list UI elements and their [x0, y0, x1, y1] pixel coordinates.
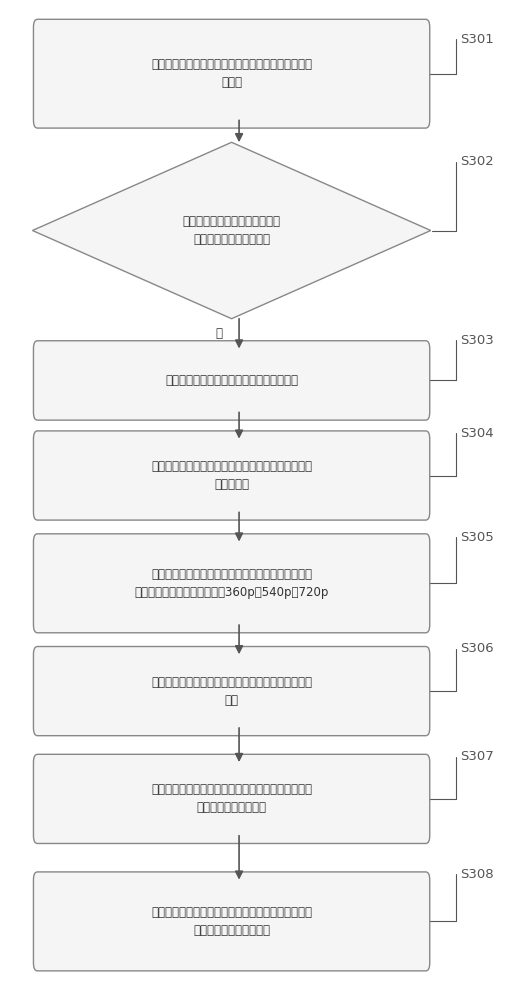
- FancyBboxPatch shape: [34, 431, 430, 520]
- Text: S305: S305: [461, 531, 494, 544]
- Text: S302: S302: [461, 155, 494, 168]
- Text: 将多个被标注标签的单一场景的视频片段按照播放时
间的先后顺序整合并输出: 将多个被标注标签的单一场景的视频片段按照播放时 间的先后顺序整合并输出: [151, 906, 312, 937]
- Text: 将包含多个场景的视频分割陈多个包含单一场景的视
频片段: 将包含多个场景的视频分割陈多个包含单一场景的视 频片段: [151, 58, 312, 89]
- Text: 依据循环神经网络算法、每个单帧图像的图像特征向
量对视频片段标注标签: 依据循环神经网络算法、每个单帧图像的图像特征向 量对视频片段标注标签: [151, 783, 312, 814]
- FancyBboxPatch shape: [34, 19, 430, 128]
- Text: 是: 是: [216, 327, 223, 340]
- FancyBboxPatch shape: [34, 534, 430, 633]
- Text: S303: S303: [461, 334, 494, 347]
- FancyBboxPatch shape: [34, 872, 430, 971]
- Text: S301: S301: [461, 33, 494, 46]
- FancyBboxPatch shape: [34, 754, 430, 843]
- Text: S308: S308: [461, 868, 494, 881]
- Text: S304: S304: [461, 427, 494, 440]
- FancyBboxPatch shape: [34, 341, 430, 420]
- Polygon shape: [33, 142, 431, 319]
- Text: S307: S307: [461, 750, 494, 763]
- FancyBboxPatch shape: [34, 647, 430, 736]
- Text: 单一场景的视频片段的播放时长
是否大于预设定的时间？: 单一场景的视频片段的播放时长 是否大于预设定的时间？: [182, 215, 280, 246]
- Text: 将分割后的单一场景的视频片段进行采样从而获得多
个单帧图像: 将分割后的单一场景的视频片段进行采样从而获得多 个单帧图像: [151, 460, 312, 491]
- Text: 将单一场景的视频片段进行等播放时长分割: 将单一场景的视频片段进行等播放时长分割: [165, 374, 298, 387]
- Text: 利用卷积神经网络算法提取每个单帧图像的图像特征
向量: 利用卷积神经网络算法提取每个单帧图像的图像特征 向量: [151, 676, 312, 707]
- Text: S306: S306: [461, 642, 494, 655]
- Text: 将采样得到的每个单帧图像进行格式转换，以使转换
后的每个单帧图像的分辨率为360p或540p或720p: 将采样得到的每个单帧图像进行格式转换，以使转换 后的每个单帧图像的分辨率为360…: [135, 568, 329, 599]
